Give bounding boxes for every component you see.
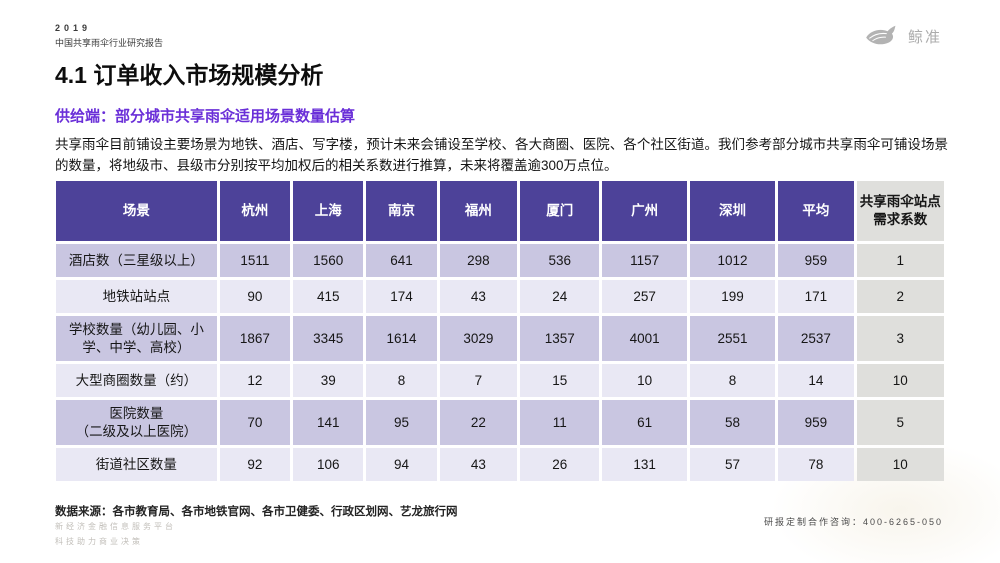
cell-value: 22 (439, 400, 518, 445)
cell-value: 95 (366, 400, 437, 445)
table-row-hotels: 酒店数（三星级以上） 1511 1560 641 298 536 1157 10… (56, 244, 944, 277)
cell-value: 4001 (602, 316, 687, 361)
cell-value: 641 (366, 244, 437, 277)
brand-logo-text: 鲸准 (907, 28, 942, 46)
cell-value: 26 (520, 448, 600, 481)
cell-value: 131 (602, 448, 687, 481)
cell-value: 15 (520, 364, 600, 397)
cell-value: 415 (293, 280, 364, 313)
cell-value: 78 (778, 448, 854, 481)
cell-value: 298 (439, 244, 518, 277)
cell-value: 14 (778, 364, 854, 397)
cell-coefficient: 5 (856, 400, 944, 445)
row-label: 酒店数（三星级以上） (56, 244, 217, 277)
cell-value: 3029 (439, 316, 518, 361)
report-year: 2019 (55, 23, 92, 33)
cell-value: 141 (293, 400, 364, 445)
table-row-hospitals: 医院数量 （二级及以上医院） 70 141 95 22 11 61 58 959… (56, 400, 944, 445)
cell-value: 43 (439, 448, 518, 481)
cell-value: 58 (689, 400, 776, 445)
col-header-xiamen: 厦门 (520, 181, 600, 241)
cell-coefficient: 2 (856, 280, 944, 313)
cell-value: 12 (219, 364, 291, 397)
table-header-row: 场景 杭州 上海 南京 福州 厦门 广州 深圳 平均 共享雨伞站点需求系数 (56, 181, 944, 241)
cell-value: 1357 (520, 316, 600, 361)
cell-value: 90 (219, 280, 291, 313)
page-title: 4.1 订单收入市场规模分析 (55, 62, 324, 88)
cell-coefficient: 10 (856, 364, 944, 397)
cell-value: 199 (689, 280, 776, 313)
col-header-shanghai: 上海 (293, 181, 364, 241)
cell-coefficient: 1 (856, 244, 944, 277)
cell-value: 7 (439, 364, 518, 397)
whale-logo-icon (863, 24, 901, 48)
footer-tagline-2: 科技助力商业决策 (55, 537, 143, 546)
cell-value: 39 (293, 364, 364, 397)
col-header-fuzhou: 福州 (439, 181, 518, 241)
col-header-hangzhou: 杭州 (219, 181, 291, 241)
section-subtitle: 供给端：部分城市共享雨伞适用场景数量估算 (55, 108, 356, 125)
cell-value: 57 (689, 448, 776, 481)
table-row-malls: 大型商圈数量（约） 12 39 8 7 15 10 8 14 10 (56, 364, 944, 397)
row-label: 地铁站站点 (56, 280, 217, 313)
cell-value: 106 (293, 448, 364, 481)
col-header-guangzhou: 广州 (602, 181, 687, 241)
row-label: 街道社区数量 (56, 448, 217, 481)
cell-value: 92 (219, 448, 291, 481)
cell-value: 10 (602, 364, 687, 397)
cell-value: 1012 (689, 244, 776, 277)
cell-value: 1157 (602, 244, 687, 277)
report-meta: 2019 中国共享雨伞行业研究报告 (55, 23, 163, 49)
cell-value: 1560 (293, 244, 364, 277)
cell-value: 24 (520, 280, 600, 313)
cell-value: 61 (602, 400, 687, 445)
cell-value: 959 (778, 244, 854, 277)
row-label: 医院数量 （二级及以上医院） (56, 400, 217, 445)
col-header-average: 平均 (778, 181, 854, 241)
cell-value: 8 (689, 364, 776, 397)
contact-info: 研报定制合作咨询：400-6265-050 (763, 517, 943, 527)
cell-value: 2551 (689, 316, 776, 361)
cell-value: 70 (219, 400, 291, 445)
cell-value: 536 (520, 244, 600, 277)
cell-value: 8 (366, 364, 437, 397)
cell-value: 2537 (778, 316, 854, 361)
table-row-communities: 街道社区数量 92 106 94 43 26 131 57 78 10 (56, 448, 944, 481)
cell-value: 43 (439, 280, 518, 313)
footer-tagline-1: 新经济金融信息服务平台 (55, 522, 176, 531)
table-row-metro: 地铁站站点 90 415 174 43 24 257 199 171 2 (56, 280, 944, 313)
cell-value: 3345 (293, 316, 364, 361)
cell-coefficient: 3 (856, 316, 944, 361)
table-row-schools: 学校数量（幼儿园、小学、中学、高校） 1867 3345 1614 3029 1… (56, 316, 944, 361)
intro-paragraph: 共享雨伞目前铺设主要场景为地铁、酒店、写字楼，预计未来会铺设至学校、各大商圈、医… (55, 137, 948, 173)
col-header-scene: 场景 (56, 181, 217, 241)
cell-value: 171 (778, 280, 854, 313)
col-header-nanjing: 南京 (366, 181, 437, 241)
cell-value: 94 (366, 448, 437, 481)
row-label: 学校数量（幼儿园、小学、中学、高校） (56, 316, 217, 361)
cell-value: 1511 (219, 244, 291, 277)
brand-logo: 鲸准 (863, 24, 942, 48)
cell-coefficient: 10 (856, 448, 944, 481)
cell-value: 174 (366, 280, 437, 313)
report-name: 中国共享雨伞行业研究报告 (55, 38, 164, 48)
data-source-note: 数据来源：各市教育局、各市地铁官网、各市卫健委、行政区划网、艺龙旅行网 (55, 506, 458, 518)
cell-value: 11 (520, 400, 600, 445)
col-header-shenzhen: 深圳 (689, 181, 776, 241)
cell-value: 959 (778, 400, 854, 445)
cell-value: 1614 (366, 316, 437, 361)
row-label: 大型商圈数量（约） (56, 364, 217, 397)
city-scene-table: 场景 杭州 上海 南京 福州 厦门 广州 深圳 平均 共享雨伞站点需求系数 酒店… (53, 178, 947, 484)
cell-value: 257 (602, 280, 687, 313)
col-header-coefficient: 共享雨伞站点需求系数 (856, 181, 944, 241)
cell-value: 1867 (219, 316, 291, 361)
